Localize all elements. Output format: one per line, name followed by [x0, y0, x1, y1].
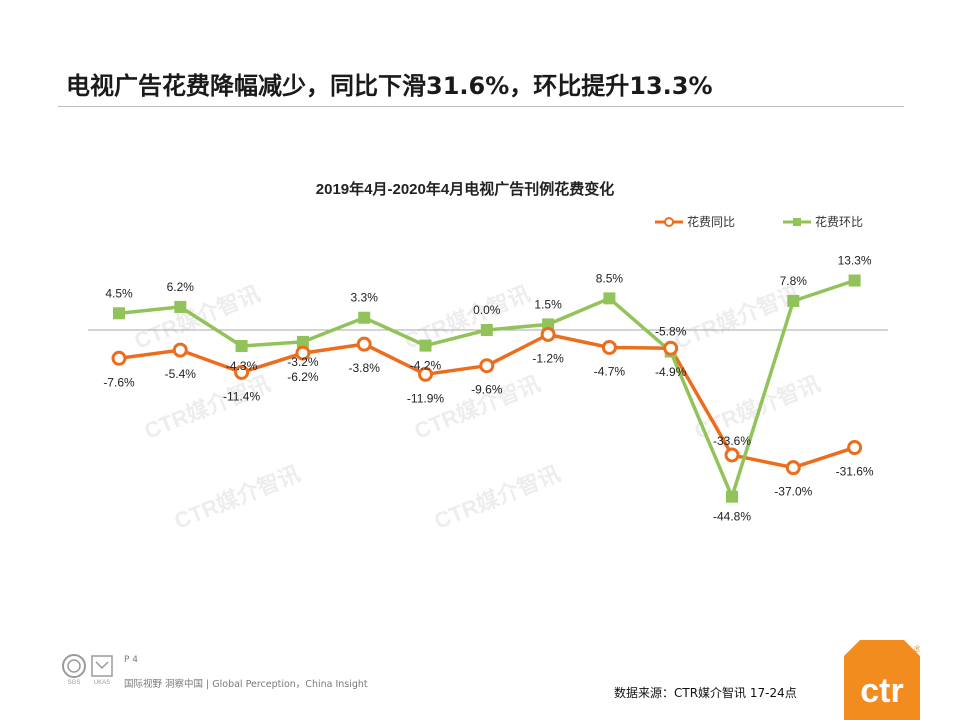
data-label: 0.0%: [473, 303, 501, 317]
data-label: -4.3%: [226, 359, 258, 373]
ctr-logo-text: ctr: [860, 672, 903, 710]
data-point: [419, 339, 432, 352]
data-point: [296, 335, 309, 348]
legend-label-0: 花费同比: [687, 214, 735, 229]
data-label: -9.6%: [471, 383, 503, 397]
data-point: [726, 490, 738, 503]
ctr-logo-shape: [844, 640, 920, 720]
data-label: 6.2%: [167, 280, 195, 294]
data-point: [601, 339, 617, 355]
data-point: [235, 339, 248, 352]
ukas-label: UKAS: [94, 680, 110, 686]
data-point: [234, 364, 250, 380]
data-point: [479, 358, 495, 374]
data-point: [480, 324, 493, 336]
data-label: -11.9%: [407, 391, 444, 405]
data-point: [785, 460, 801, 476]
ukas-cert-logo: UKAS: [91, 655, 113, 686]
ctr-logo: ctr ®: [844, 640, 920, 720]
data-label: -3.2%: [287, 355, 319, 369]
chart-title: 2019年4月-2020年4月电视广告刊例花费变化: [316, 180, 614, 198]
data-label: 7.8%: [780, 274, 808, 288]
legend-label-1: 花费环比: [815, 214, 863, 229]
data-label: -33.6%: [713, 434, 751, 448]
data-label: -7.6%: [103, 375, 135, 389]
data-label: -31.6%: [836, 465, 874, 479]
data-point: [663, 340, 679, 356]
data-source: 数据来源：CTR媒介智讯 17-24点: [614, 686, 797, 700]
data-point: [174, 300, 187, 313]
data-point: [111, 350, 127, 366]
data-point: [603, 292, 616, 305]
certification-logos: SGS UKAS: [60, 652, 118, 690]
data-point: [787, 294, 800, 307]
data-point: [113, 307, 125, 320]
footer-tagline: 国际视野 洞察中国 | Global Perception，China Insi…: [124, 679, 368, 690]
data-label: -11.4%: [223, 389, 260, 403]
data-label: -6.2%: [287, 370, 319, 384]
ctr-logo-mark: ®: [914, 644, 920, 654]
legend-marker-1: [793, 218, 801, 226]
data-label: -1.2%: [532, 351, 564, 365]
data-point: [172, 342, 188, 358]
data-point: [847, 440, 863, 456]
data-point: [295, 345, 311, 361]
data-label: 13.3%: [838, 254, 872, 268]
sgs-cert-logo: SGS: [62, 654, 86, 686]
data-label: -4.7%: [594, 364, 626, 378]
data-label: -5.8%: [655, 325, 687, 339]
data-label: 8.5%: [596, 271, 624, 285]
legend-marker-0: [664, 217, 674, 227]
data-label: 4.5%: [105, 286, 133, 300]
data-label: -44.8%: [713, 510, 751, 524]
data-label: -37.0%: [774, 485, 812, 499]
data-label: -3.8%: [349, 361, 381, 375]
data-label: 3.3%: [351, 291, 379, 305]
data-label: -4.2%: [410, 359, 442, 373]
data-point: [540, 326, 556, 342]
page-headline: 电视广告花费降幅减少，同比下滑31.6%，环比提升13.3%: [66, 72, 713, 100]
data-label: 1.5%: [534, 297, 562, 311]
data-point: [418, 366, 433, 382]
data-point: [358, 311, 371, 324]
data-point: [848, 274, 861, 287]
data-label: -4.9%: [655, 365, 687, 379]
data-point: [542, 318, 555, 331]
data-point: [724, 447, 740, 463]
data-point: [356, 336, 372, 352]
page-number: P 4: [124, 655, 139, 665]
sgs-label: SGS: [68, 680, 81, 686]
headline-divider: [58, 106, 904, 107]
data-label: -5.4%: [165, 367, 197, 381]
